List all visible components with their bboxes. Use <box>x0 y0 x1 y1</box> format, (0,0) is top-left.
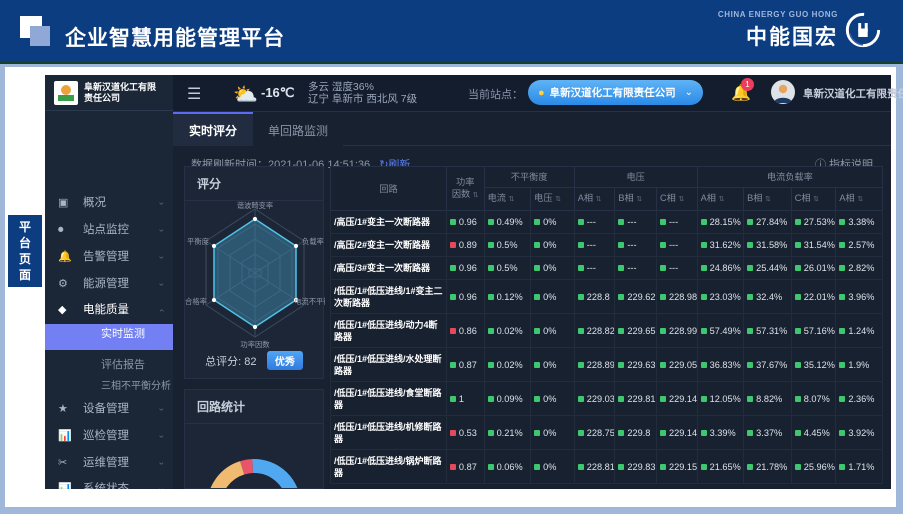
svg-text:合格率: 合格率 <box>185 297 207 306</box>
svg-text:功率因数: 功率因数 <box>240 340 270 349</box>
svg-text:谐波畸变率: 谐波畸变率 <box>237 201 273 210</box>
svg-text:电流不平衡度: 电流不平衡度 <box>294 297 325 306</box>
svg-text:负载率: 负载率 <box>302 237 324 246</box>
svg-text:平衡度: 平衡度 <box>187 237 210 246</box>
